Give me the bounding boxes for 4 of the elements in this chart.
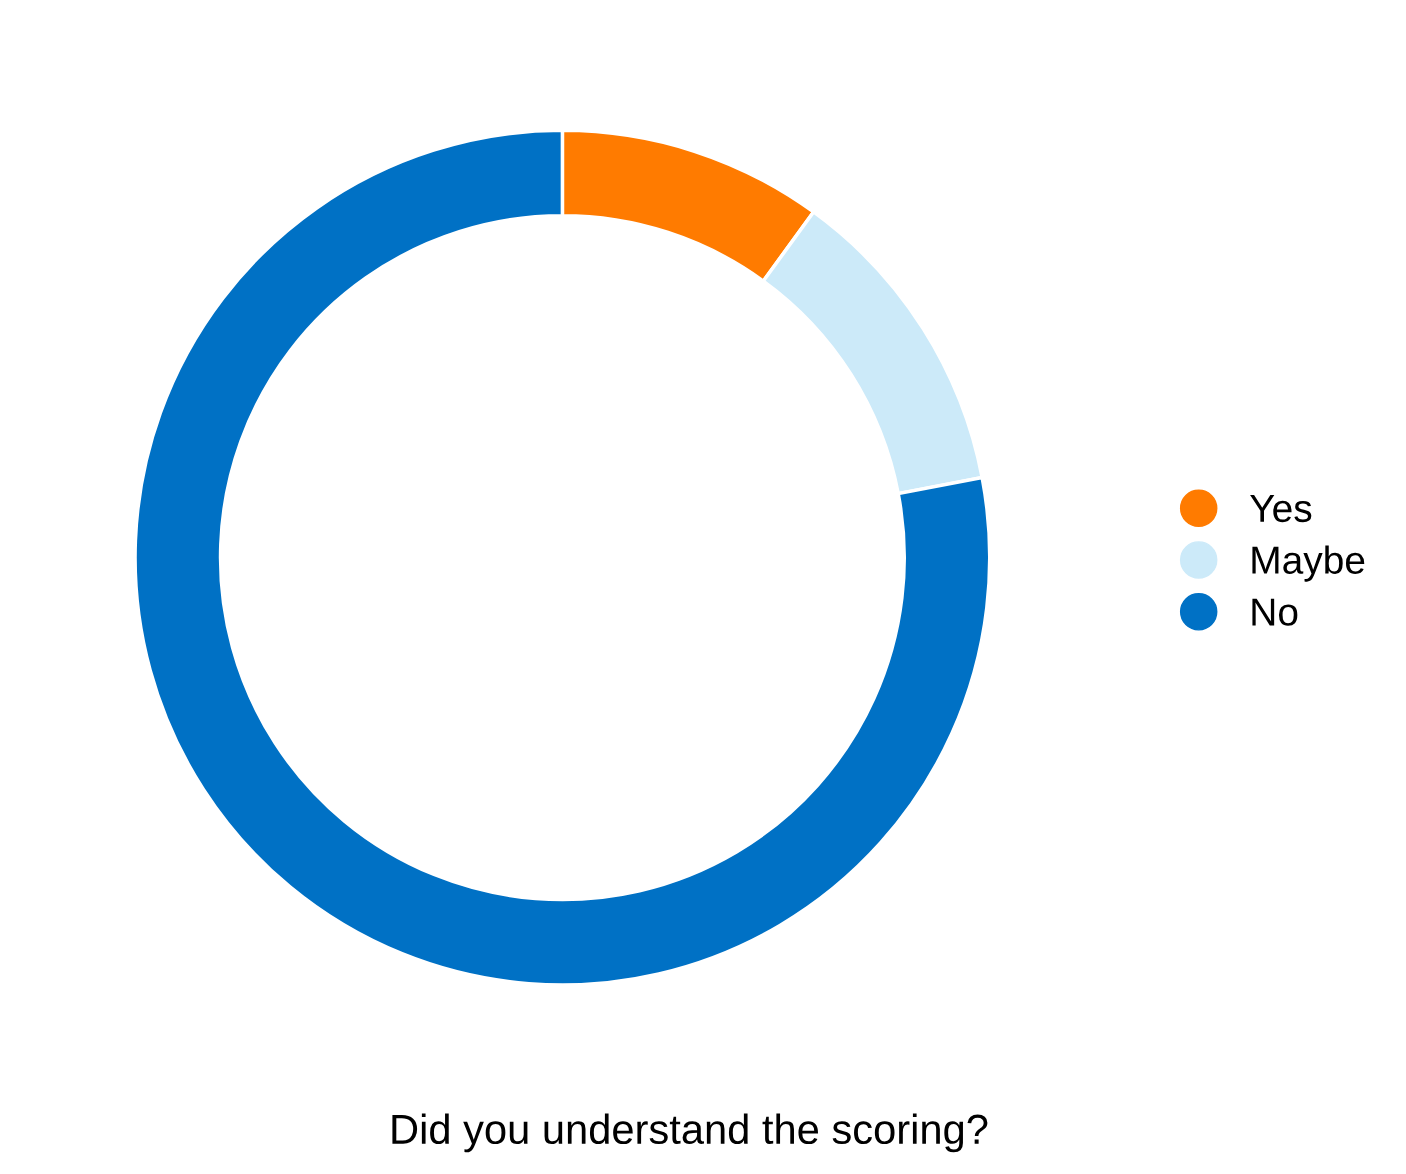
text: Did you understand the scoring? [392,1113,988,1153]
legend-label: Maybe [1252,545,1365,582]
legend-label: No [1252,598,1298,626]
legend-label: Yes [1250,495,1312,523]
